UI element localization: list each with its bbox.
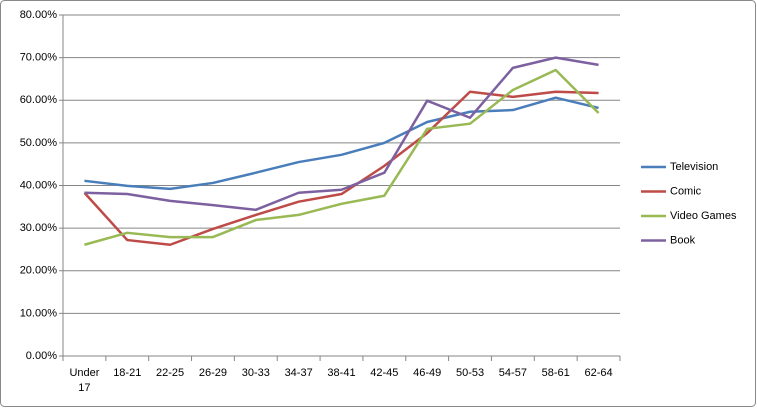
series-line [84, 68, 600, 246]
y-tick-label: 50.00% [20, 137, 58, 149]
x-tick-label: 38-41 [327, 367, 356, 379]
y-tick-label: 10.00% [20, 307, 58, 319]
y-tick-label: 80.00% [20, 9, 58, 21]
x-tick-label: 62-64 [584, 367, 613, 379]
x-tick-label: 22-25 [156, 367, 185, 379]
y-tick-label: 30.00% [20, 222, 58, 234]
x-tick-label: 26-29 [198, 367, 228, 379]
x-tick-label: 30-33 [241, 367, 270, 379]
x-tick-label: 42-45 [370, 367, 399, 379]
legend-label: Comic [670, 185, 702, 197]
series-line [83, 90, 599, 246]
x-tick-label: 54-57 [498, 367, 527, 379]
y-tick-label: 70.00% [20, 52, 58, 64]
x-tick-label: Under 17 [69, 367, 100, 394]
y-tick-label: 40.00% [20, 179, 58, 191]
legend-label: Book [670, 234, 696, 246]
x-tick-label: 46-49 [413, 367, 442, 379]
x-tick-label: 34-37 [284, 367, 313, 379]
x-tick-label: 18-21 [113, 367, 142, 379]
y-tick-label: 60.00% [20, 94, 58, 106]
legend-label: Video Games [670, 210, 737, 222]
legend-label: Television [670, 161, 718, 173]
series-line [84, 96, 599, 191]
y-tick-label: 20.00% [20, 265, 58, 277]
x-tick-label: 50-53 [455, 367, 485, 379]
series-line [84, 56, 599, 212]
x-tick-label: 58-61 [541, 367, 570, 379]
y-tick-label: 0.00% [26, 350, 57, 362]
